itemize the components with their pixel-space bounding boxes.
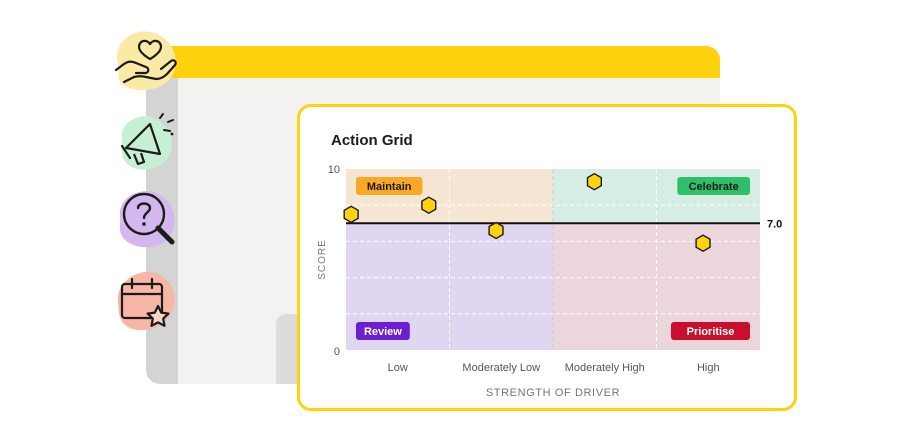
- heart-hand-icon: [110, 26, 178, 94]
- x-tick-label: Low: [388, 362, 408, 374]
- data-point: [421, 196, 437, 215]
- data-point: [695, 234, 711, 253]
- chart-title: Action Grid: [331, 132, 413, 149]
- badge-prioritise: Prioritise: [671, 322, 750, 340]
- badge-prioritise-label: Prioritise: [687, 326, 735, 338]
- x-axis-label: STRENGTH OF DRIVER: [486, 387, 620, 399]
- y-tick-label: 0: [334, 346, 340, 358]
- megaphone-icon: [112, 108, 180, 176]
- badge-review-label: Review: [364, 326, 402, 338]
- badge-prioritise-bg: [671, 322, 750, 340]
- threshold-label: 7.0: [767, 218, 782, 230]
- y-axis-label: SCORE: [317, 239, 328, 280]
- badge-review: Review: [356, 322, 410, 340]
- badge-celebrate-label: Celebrate: [689, 181, 739, 193]
- calendar-star-icon: [112, 268, 180, 336]
- x-tick-label: High: [697, 362, 720, 374]
- badge-celebrate-bg: [677, 177, 750, 195]
- action-grid-card: Action Grid 0 10 SCORE Low Moderately Low Mod…: [297, 104, 797, 411]
- magnifier-question-icon: [112, 186, 180, 254]
- data-point: [488, 221, 504, 240]
- badge-celebrate: Celebrate: [677, 177, 750, 195]
- badge-maintain-label: Maintain: [367, 181, 412, 193]
- action-grid-chart: 0 10 SCORE Low Moderately Low Moderately High…: [317, 164, 782, 399]
- data-point: [343, 205, 359, 224]
- data-point: [586, 172, 602, 191]
- badge-maintain-bg: [356, 177, 423, 195]
- x-tick-label: Moderately Low: [462, 362, 540, 374]
- window-title-bar: [146, 46, 720, 78]
- y-tick-label: 10: [328, 164, 340, 176]
- x-tick-label: Moderately High: [565, 362, 645, 374]
- badge-review-bg: [356, 322, 410, 340]
- badge-maintain: Maintain: [356, 177, 423, 195]
